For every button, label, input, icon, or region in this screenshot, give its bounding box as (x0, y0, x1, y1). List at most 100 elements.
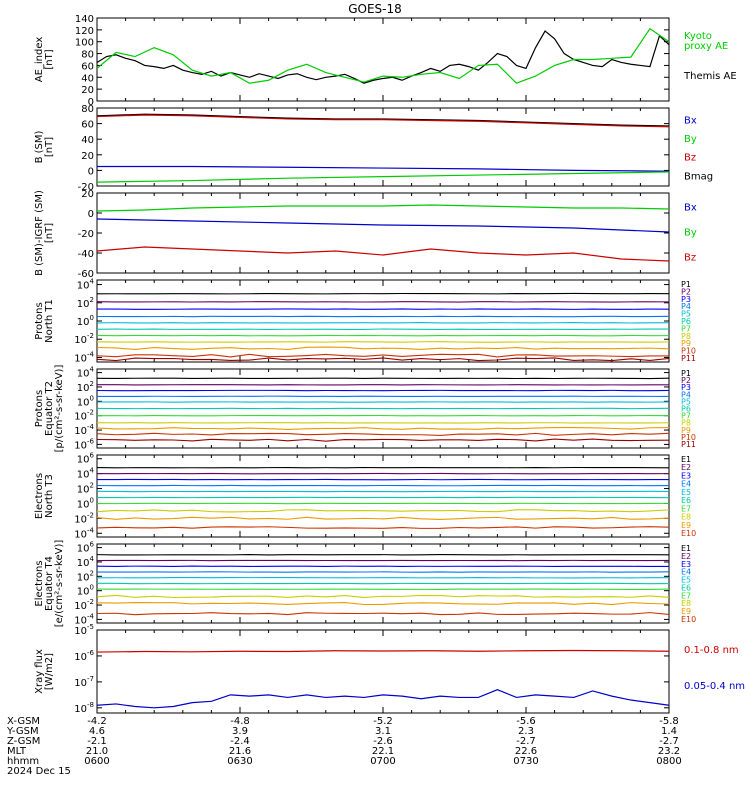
x-tick-value: 0630 (227, 756, 252, 767)
y-tick-label: 10-4 (74, 612, 94, 626)
y-tick-label: 104 (77, 278, 95, 292)
legend-entry: P8 (681, 419, 691, 428)
legend-entry: E6 (681, 583, 691, 592)
series-line-bx (97, 165, 670, 172)
legend-entry: E1 (681, 455, 691, 464)
x-tick-value: 3.1 (375, 726, 391, 737)
channel-line (96, 353, 670, 358)
y-tick-label: 104 (77, 366, 95, 380)
y-tick-label: 100 (75, 38, 94, 49)
legend-entry: E10 (681, 529, 696, 538)
panel-frame (96, 279, 670, 363)
legend-entry: P11 (681, 440, 696, 449)
y-axis-label: [W/m2] (44, 653, 55, 690)
legend-entry: E2 (681, 552, 691, 561)
series-line-0.1-0.8-nm (96, 649, 670, 653)
y-tick-label: 40 (81, 135, 94, 146)
legend-entry: E8 (681, 599, 691, 608)
legend-entry: P6 (681, 317, 691, 326)
channel-line (96, 427, 670, 431)
legend-entry: P7 (681, 324, 691, 333)
channel-line (96, 612, 670, 616)
panel-xray: 10-5 10-6 10-7 10-8 Xray flux [W/m2] 0.1-0.8 n… (34, 623, 745, 715)
legend-entry: E5 (681, 576, 691, 585)
y-tick-label: 140 (75, 14, 94, 25)
x-tick-value: -5.6 (516, 716, 536, 727)
x-tick-value: -2.4 (230, 736, 250, 747)
legend-entry: By (684, 228, 697, 239)
x-tick-value: -4.2 (87, 716, 107, 727)
y-tick-label: 40 (81, 73, 94, 84)
x-tick-value: 3.9 (232, 726, 248, 737)
y-tick-label: 100 (77, 496, 94, 510)
series-line-bmag (96, 113, 670, 127)
legend-entry: E3 (681, 471, 691, 480)
x-tick-value: 2.3 (518, 726, 534, 737)
series-line-kyoto-proxy-ae (96, 27, 670, 84)
panel-b_minus_igrf: 20 0 -20 -40 -60 B (SM)-IGRF (SM) [nT] Bx By Bz (34, 189, 697, 280)
y-tick-label: 60 (81, 120, 94, 131)
legend-entry: By (684, 134, 697, 145)
series-line-bz (96, 246, 670, 262)
plot-title: GOES-18 (348, 2, 402, 16)
x-tick-value: 21.6 (229, 746, 251, 757)
x-tick-value: 1.4 (661, 726, 677, 737)
y-tick-label: -20 (78, 182, 94, 193)
x-tick-value: -2.6 (373, 736, 393, 747)
y-axis-label: [p/(cm²-s-sr-keV)] (54, 365, 65, 453)
legend-entry: proxy AE (684, 41, 728, 52)
legend-entry: E7 (681, 591, 691, 600)
panel-frame (96, 629, 670, 714)
x-row-label: MLT (7, 746, 27, 757)
y-tick-label: 20 (81, 189, 94, 200)
y-tick-label: 10-2 (74, 598, 94, 612)
legend-entry: Bz (684, 253, 696, 264)
channel-line (96, 509, 670, 513)
y-axis-label: Equator T2 (44, 381, 55, 436)
legend-entry: Bz (684, 153, 696, 164)
y-tick-label: 102 (77, 296, 94, 310)
x-tick-value: -2.7 (659, 736, 679, 747)
y-tick-label: 60 (81, 61, 94, 72)
legend-entry: E7 (681, 504, 691, 513)
y-axis-label: B (SM)-IGRF (SM) (34, 190, 45, 276)
legend-entry: E1 (681, 544, 691, 553)
y-tick-label: 10-4 (74, 526, 94, 540)
y-tick-label: 104 (77, 555, 95, 569)
legend-entry: Bx (684, 203, 697, 214)
y-tick-label: 10-4 (74, 350, 94, 364)
y-tick-label: 102 (77, 380, 94, 394)
legend-entry: Kyoto (684, 31, 712, 42)
legend-entry: Bx (684, 116, 697, 127)
channel-line (96, 602, 670, 606)
y-tick-label: 10-2 (74, 511, 94, 525)
channel-line (96, 438, 670, 442)
legend-entry: E6 (681, 496, 691, 505)
legend-entry: P7 (681, 412, 691, 421)
series-line-themis-ae (96, 30, 670, 84)
y-axis-label: B (SM) (34, 130, 45, 163)
y-axis-label: Electrons (34, 473, 45, 519)
y-axis-label: Equator T4 (44, 556, 55, 611)
y-axis-label: North T3 (44, 474, 55, 518)
legend-entry: E10 (681, 615, 696, 624)
channel-line (96, 526, 670, 529)
y-axis-label: AE_index (34, 37, 45, 83)
x-tick-value: -2.7 (516, 736, 536, 747)
y-axis-label: North T1 (44, 299, 55, 343)
legend-entry: P5 (681, 310, 691, 319)
series-line-0.05-0.4-nm (96, 689, 670, 709)
legend-entry: E5 (681, 488, 691, 497)
y-tick-label: 10-5 (74, 623, 94, 637)
y-tick-label: -40 (78, 249, 94, 260)
legend-entry: P6 (681, 405, 691, 414)
x-tick-value: 0600 (84, 756, 109, 767)
x-tick-value: 4.6 (89, 726, 105, 737)
x-row-label: 2024 Dec 15 (7, 766, 71, 777)
channel-line (96, 516, 670, 520)
x-tick-value: 0800 (656, 756, 681, 767)
y-tick-label: 10-2 (74, 332, 94, 346)
